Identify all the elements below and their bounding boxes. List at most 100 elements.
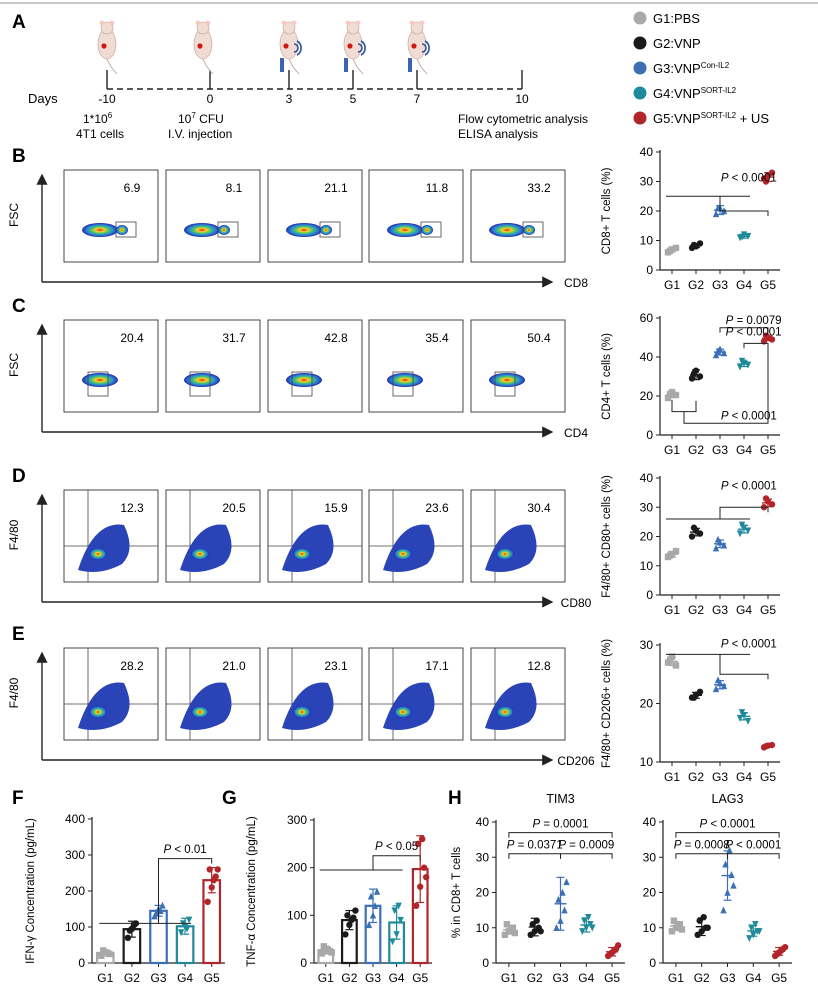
timeline-day-label: 5 — [350, 92, 357, 106]
y-tick-label: 20 — [640, 697, 654, 711]
flow-density-core — [394, 548, 412, 560]
sig-bracket — [508, 853, 561, 859]
analysis-note-2: ELISA analysis — [458, 127, 538, 141]
flow-gate-percentage: 21.0 — [222, 659, 246, 673]
data-point — [781, 943, 789, 951]
flow-density-core — [496, 706, 514, 718]
y-axis-label: IFN-γ Concentration (pg/mL) — [25, 818, 37, 964]
x-tick-label: G3 — [150, 971, 166, 985]
sig-bracket — [675, 832, 780, 838]
ultrasound-wave — [360, 40, 366, 56]
data-point — [328, 949, 335, 956]
y-tick-label: 40 — [476, 815, 490, 829]
flow-gate — [392, 371, 414, 397]
flow-density-core — [191, 548, 209, 560]
flow-density — [184, 373, 220, 387]
y-tick-label: 30 — [640, 638, 654, 652]
flow-density-core — [293, 706, 311, 718]
flow-gate-percentage: 20.4 — [120, 331, 144, 345]
x-tick-label: G5 — [760, 603, 776, 617]
flow-plot-frame — [470, 319, 566, 413]
mouse-ear — [419, 20, 425, 26]
x-tick-label: G4 — [736, 278, 752, 292]
flow-y-axis-label: FSC — [7, 203, 21, 227]
flow-gate-percentage: 35.4 — [425, 331, 449, 345]
days-label: Days — [28, 91, 58, 106]
flow-density — [387, 223, 423, 237]
flow-density — [78, 682, 130, 730]
legend-label-g3: G3:VNPCon-IL2 — [653, 61, 730, 76]
flow-density — [286, 223, 322, 237]
data-point — [563, 878, 570, 886]
y-tick-label: 10 — [640, 234, 654, 248]
sig-bracket — [719, 327, 769, 333]
data-point — [373, 887, 381, 895]
p-value-label: P < 0.0001 — [700, 818, 756, 830]
x-tick-label: G2 — [527, 971, 543, 985]
data-point — [365, 921, 373, 929]
sig-bracket — [671, 399, 697, 413]
data-point — [124, 934, 132, 941]
ultrasound-wave — [296, 40, 302, 56]
flow-x-axis-label: CD8 — [564, 276, 588, 290]
flow-plot: 23.1 — [267, 647, 363, 741]
x-tick-label: G5 — [604, 971, 620, 985]
flow-gate-percentage: 15.9 — [324, 501, 348, 515]
flow-density-core — [394, 706, 412, 718]
x-tick-label: G5 — [760, 770, 776, 784]
legend-label-g4: G4:VNPSORT-IL2 — [653, 86, 737, 101]
data-point — [720, 541, 728, 549]
flow-plot: 15.9 — [267, 489, 363, 583]
mouse-ear — [409, 20, 415, 26]
x-tick-label: G5 — [412, 971, 428, 985]
flow-gate-percentage: 8.1 — [226, 181, 243, 195]
sig-bracket — [683, 343, 769, 424]
p-value-label: P < 0.0001 — [721, 638, 777, 650]
y-tick-label: 20 — [476, 886, 490, 900]
flow-plot-frame — [63, 169, 159, 263]
flow-gate — [319, 221, 341, 238]
flow-plot: 21.1 — [267, 169, 363, 263]
flow-gate-percentage: 12.3 — [120, 501, 144, 515]
panel-letter-h: H — [448, 788, 462, 809]
flow-density — [78, 524, 130, 572]
mouse-tail — [288, 58, 300, 75]
data-point — [561, 906, 568, 914]
injection-note-2: I.V. injection — [168, 127, 232, 141]
x-tick-label: G4 — [736, 443, 752, 457]
mouse-head — [100, 21, 114, 35]
x-tick-label: G2 — [694, 971, 710, 985]
legend-dot-g4 — [633, 86, 647, 100]
flow-plot: 8.1 — [165, 169, 261, 263]
data-point — [712, 210, 720, 218]
mouse-ear — [345, 20, 351, 26]
mouse-ear — [99, 20, 105, 26]
flow-plot-frame — [165, 169, 261, 263]
mouse-head — [282, 21, 296, 35]
y-tick-label: 400 — [65, 812, 85, 826]
ultrasound-wave — [421, 43, 427, 53]
flow-plot: 11.8 — [368, 169, 464, 263]
x-tick-label: G4 — [177, 971, 193, 985]
data-point — [423, 874, 430, 881]
y-axis-label: F4/80+ CD80+ cells (%) — [601, 475, 613, 598]
y-axis-label: CD4+ T cells (%) — [601, 333, 613, 420]
chart-f: 0 100 200 300 400 G1 G2 G3 G4 G5 IFN-γ Concentrati… — [25, 812, 225, 985]
flow-gate-percentage: 21.1 — [324, 181, 348, 195]
ultrasound-probe — [280, 58, 284, 72]
data-point — [553, 924, 560, 931]
injection-note-1: 107 CFU — [178, 111, 224, 126]
flow-plot: 33.2 — [470, 169, 566, 263]
flow-plot: 20.4 — [63, 319, 159, 413]
p-value-label: P < 0.0001 — [726, 327, 782, 339]
legend-dot-g1 — [633, 11, 647, 25]
y-tick-label: 30 — [640, 500, 654, 514]
flow-plot-frame — [165, 319, 261, 413]
sig-bracket — [158, 858, 213, 924]
sig-bracket — [727, 853, 780, 859]
flow-plot-frame — [267, 319, 363, 413]
y-tick-label: 10 — [643, 921, 657, 935]
flow-plot-frame — [267, 169, 363, 263]
flow-density — [387, 373, 423, 387]
